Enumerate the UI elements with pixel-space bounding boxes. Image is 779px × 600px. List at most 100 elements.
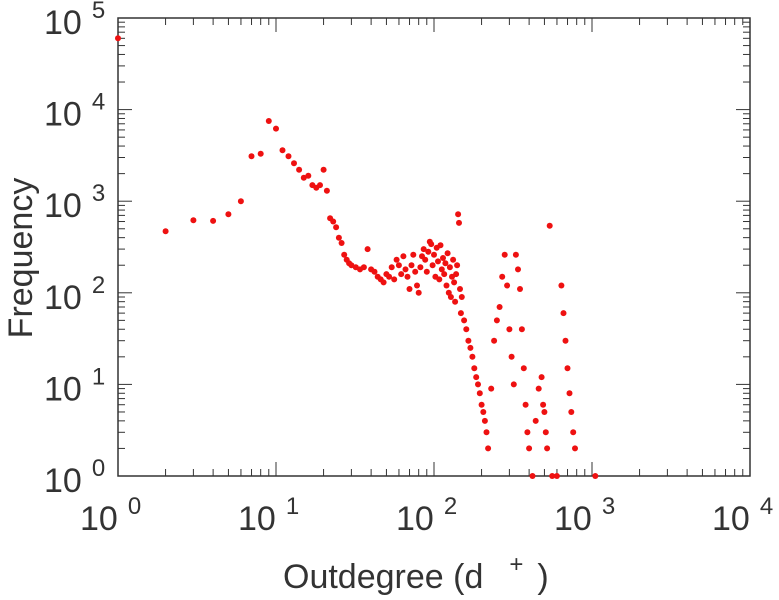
data-point	[526, 445, 533, 452]
data-point	[493, 317, 500, 324]
x-axis-title-sup: +	[509, 551, 523, 578]
data-point	[257, 150, 264, 157]
data-points	[115, 35, 599, 479]
data-point	[265, 118, 272, 124]
data-point	[544, 445, 551, 452]
data-point	[412, 268, 419, 275]
y-tick-label: 10 1	[44, 363, 105, 408]
minor-ticks	[118, 18, 750, 476]
data-point	[510, 381, 517, 388]
data-point	[400, 253, 407, 260]
x-axis-title: Outdegree (d +)	[283, 551, 549, 596]
data-point	[330, 218, 337, 225]
data-point	[467, 344, 474, 351]
data-point	[436, 276, 443, 283]
data-point	[473, 374, 480, 381]
data-point	[488, 385, 495, 392]
data-point	[431, 251, 437, 258]
x-tick-label: 10 1	[238, 493, 299, 538]
data-point	[541, 409, 548, 415]
y-tick-label: 10 4	[44, 89, 105, 134]
data-point	[190, 217, 197, 224]
data-point	[442, 260, 449, 267]
data-point	[317, 182, 323, 189]
y-axis-title: Frequency	[2, 178, 40, 339]
data-point	[542, 429, 549, 436]
data-point	[437, 242, 444, 249]
data-point	[386, 273, 393, 280]
data-point	[553, 473, 560, 479]
data-point	[291, 160, 297, 167]
data-point	[566, 390, 573, 397]
x-tick-label: 10 0	[80, 493, 141, 538]
x-tick-label: 10 4	[712, 493, 773, 538]
x-axis-title-text: Outdegree (d	[283, 558, 483, 596]
data-point	[491, 337, 498, 344]
data-point	[515, 266, 521, 273]
data-point	[444, 250, 451, 257]
data-point	[476, 390, 483, 397]
data-point	[371, 268, 378, 275]
data-point	[443, 282, 450, 289]
x-tick-label: 10 2	[396, 493, 457, 538]
data-point	[471, 365, 478, 372]
data-point	[558, 282, 565, 289]
y-tick-label: 10 2	[44, 272, 105, 317]
data-point	[335, 234, 342, 241]
data-point	[504, 282, 511, 289]
x-axis-title-close: )	[537, 558, 548, 596]
data-point	[388, 264, 395, 271]
data-point	[512, 251, 519, 258]
data-point	[447, 294, 454, 300]
data-point	[422, 256, 429, 263]
data-point	[564, 365, 571, 372]
data-point	[529, 473, 536, 479]
x-tick-labels: 10 0 10 1 10 2 10 3 10 4	[80, 493, 773, 538]
data-point	[398, 271, 405, 278]
data-point	[380, 279, 387, 286]
data-point	[440, 255, 446, 261]
data-point	[520, 365, 527, 372]
data-point	[562, 337, 569, 344]
data-point	[441, 271, 448, 278]
data-point	[417, 264, 424, 271]
data-point	[435, 258, 441, 265]
y-tick-label: 10 0	[44, 455, 105, 500]
data-point	[410, 251, 417, 258]
data-point	[546, 222, 553, 229]
data-point	[517, 286, 523, 292]
data-point	[481, 417, 488, 424]
data-point	[414, 282, 420, 289]
data-point	[210, 217, 217, 224]
data-point	[457, 286, 463, 292]
major-ticks	[117, 17, 751, 477]
data-point	[415, 289, 422, 296]
data-point	[524, 429, 531, 436]
data-point	[429, 262, 436, 269]
data-point	[285, 153, 292, 160]
data-point	[428, 241, 435, 248]
data-point	[273, 125, 279, 132]
data-point	[508, 353, 515, 360]
data-point	[570, 429, 577, 436]
data-point	[452, 298, 459, 305]
data-point	[522, 401, 529, 408]
data-point	[461, 317, 468, 324]
data-point	[404, 273, 411, 280]
data-point	[406, 286, 413, 292]
data-point	[341, 251, 348, 258]
data-point	[568, 409, 575, 415]
data-point	[532, 417, 539, 424]
data-point	[469, 353, 476, 360]
data-point	[499, 273, 506, 280]
data-point	[446, 264, 453, 271]
data-point	[323, 187, 330, 194]
y-tick-label: 10 3	[44, 180, 105, 225]
data-point	[454, 262, 461, 269]
data-point	[485, 445, 492, 452]
data-point	[456, 219, 462, 226]
data-point	[408, 262, 415, 269]
data-point	[393, 256, 400, 263]
data-point	[237, 198, 244, 205]
